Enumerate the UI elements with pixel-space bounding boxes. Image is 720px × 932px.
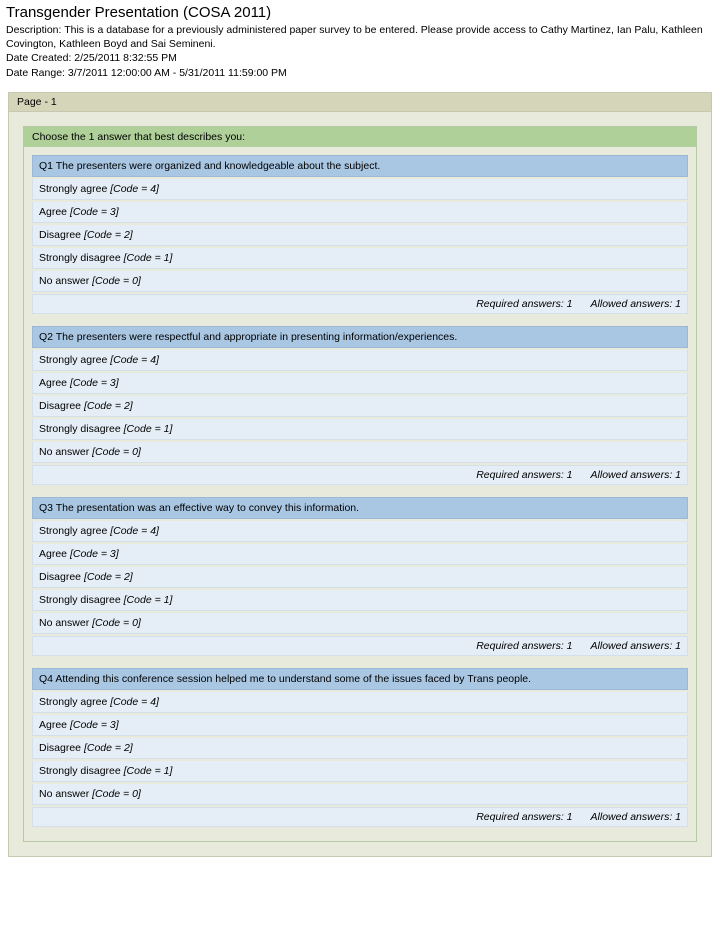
question-header: Q4 Attending this conference session hel… [32,668,688,690]
answer-option[interactable]: Strongly agree [Code = 4] [32,692,688,713]
answer-code: [Code = 1] [124,252,173,264]
answer-label: Disagree [39,229,84,241]
answer-label: No answer [39,275,92,287]
answer-label: Disagree [39,400,84,412]
answer-option[interactable]: Strongly agree [Code = 4] [32,179,688,200]
answer-label: Disagree [39,742,84,754]
answer-option[interactable]: Agree [Code = 3] [32,544,688,565]
answer-code: [Code = 1] [124,594,173,606]
answer-code: [Code = 0] [92,788,141,800]
question-block: Q4 Attending this conference session hel… [32,668,688,827]
answer-option[interactable]: No answer [Code = 0] [32,613,688,634]
allowed-answers: Allowed answers: 1 [591,469,681,481]
answer-label: Agree [39,548,70,560]
answer-label: No answer [39,788,92,800]
description-text: This is a database for a previously admi… [6,24,703,50]
date-created-label: Date Created: [6,52,71,64]
date-created-value: 2/25/2011 8:32:55 PM [74,52,177,64]
answer-code: [Code = 3] [70,377,119,389]
answer-code: [Code = 0] [92,275,141,287]
answer-option[interactable]: Strongly disagree [Code = 1] [32,248,688,269]
allowed-answers: Allowed answers: 1 [591,811,681,823]
section-title: Choose the 1 answer that best describes … [24,127,696,147]
answer-code: [Code = 4] [110,183,159,195]
required-answers: Required answers: 1 [476,640,572,652]
allowed-answers: Allowed answers: 1 [591,640,681,652]
answer-label: Strongly disagree [39,765,124,777]
answer-code: [Code = 0] [92,446,141,458]
answer-label: Agree [39,206,70,218]
answer-label: Strongly agree [39,183,110,195]
question-header: Q3 The presentation was an effective way… [32,497,688,519]
answer-code: [Code = 2] [84,229,133,241]
answer-option[interactable]: Agree [Code = 3] [32,715,688,736]
question-footer: Required answers: 1 Allowed answers: 1 [32,807,688,827]
answer-code: [Code = 4] [110,525,159,537]
required-answers: Required answers: 1 [476,469,572,481]
question-section: Choose the 1 answer that best describes … [23,126,697,842]
survey-header: Transgender Presentation (COSA 2011) Des… [0,0,720,86]
answer-code: [Code = 2] [84,400,133,412]
page-container: Page - 1 Choose the 1 answer that best d… [8,92,712,857]
answer-option[interactable]: Disagree [Code = 2] [32,396,688,417]
question-block: Q2 The presenters were respectful and ap… [32,326,688,485]
survey-title: Transgender Presentation (COSA 2011) [6,4,714,21]
answer-label: Strongly disagree [39,252,124,264]
answer-code: [Code = 0] [92,617,141,629]
answer-label: Strongly agree [39,525,110,537]
answer-option[interactable]: Agree [Code = 3] [32,373,688,394]
required-answers: Required answers: 1 [476,298,572,310]
answer-option[interactable]: No answer [Code = 0] [32,271,688,292]
question-footer: Required answers: 1 Allowed answers: 1 [32,465,688,485]
answer-code: [Code = 3] [70,206,119,218]
date-created-line: Date Created: 2/25/2011 8:32:55 PM [6,51,714,65]
answer-option[interactable]: Agree [Code = 3] [32,202,688,223]
page-label: Page - 1 [9,93,711,112]
answer-option[interactable]: Strongly disagree [Code = 1] [32,590,688,611]
answer-option[interactable]: Strongly agree [Code = 4] [32,350,688,371]
date-range-label: Date Range: [6,67,65,79]
question-footer: Required answers: 1 Allowed answers: 1 [32,636,688,656]
answer-code: [Code = 1] [124,423,173,435]
answer-option[interactable]: No answer [Code = 0] [32,784,688,805]
answer-option[interactable]: Disagree [Code = 2] [32,567,688,588]
answer-label: Disagree [39,571,84,583]
page-body: Choose the 1 answer that best describes … [9,112,711,856]
answer-option[interactable]: Strongly disagree [Code = 1] [32,419,688,440]
answer-option[interactable]: Disagree [Code = 2] [32,225,688,246]
question-block: Q1 The presenters were organized and kno… [32,155,688,314]
answer-option[interactable]: Strongly agree [Code = 4] [32,521,688,542]
questions-list: Q1 The presenters were organized and kno… [24,147,696,841]
description-label: Description: [6,24,61,36]
answer-label: Agree [39,719,70,731]
answer-option[interactable]: Strongly disagree [Code = 1] [32,761,688,782]
answer-code: [Code = 4] [110,354,159,366]
answer-label: No answer [39,617,92,629]
answer-code: [Code = 2] [84,742,133,754]
answer-label: No answer [39,446,92,458]
allowed-answers: Allowed answers: 1 [591,298,681,310]
answer-option[interactable]: No answer [Code = 0] [32,442,688,463]
answer-label: Strongly disagree [39,423,124,435]
answer-code: [Code = 2] [84,571,133,583]
answer-label: Strongly agree [39,354,110,366]
date-range-value: 3/7/2011 12:00:00 AM - 5/31/2011 11:59:0… [68,67,287,79]
description-line: Description: This is a database for a pr… [6,23,714,51]
answer-code: [Code = 3] [70,548,119,560]
answer-code: [Code = 1] [124,765,173,777]
answer-label: Strongly disagree [39,594,124,606]
question-header: Q1 The presenters were organized and kno… [32,155,688,177]
answer-option[interactable]: Disagree [Code = 2] [32,738,688,759]
answer-label: Strongly agree [39,696,110,708]
required-answers: Required answers: 1 [476,811,572,823]
date-range-line: Date Range: 3/7/2011 12:00:00 AM - 5/31/… [6,66,714,80]
answer-code: [Code = 3] [70,719,119,731]
answer-code: [Code = 4] [110,696,159,708]
question-header: Q2 The presenters were respectful and ap… [32,326,688,348]
answer-label: Agree [39,377,70,389]
question-block: Q3 The presentation was an effective way… [32,497,688,656]
question-footer: Required answers: 1 Allowed answers: 1 [32,294,688,314]
